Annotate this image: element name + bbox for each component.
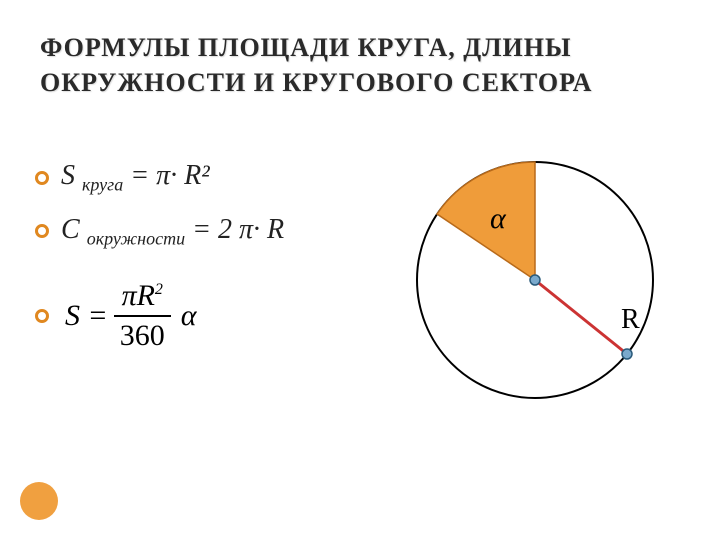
formula-eq: = π· R² <box>130 160 209 191</box>
formula-area-circle: S круга = π· R² <box>35 160 284 196</box>
formula-var: C <box>61 214 80 245</box>
formula-sector-area: S = πR2 360 α <box>35 279 284 353</box>
formula-subscript: круга <box>82 175 123 195</box>
formula-text: S круга = π· R² <box>61 160 210 196</box>
title-line-2: ОКРУЖНОСТИ И КРУГОВОГО СЕКТОРА <box>40 68 592 97</box>
formula-subscript: окружности <box>87 228 185 248</box>
formula-text: S = πR2 360 α <box>65 279 197 353</box>
ring-bullet-icon <box>35 309 49 323</box>
ring-bullet-icon <box>35 171 49 185</box>
alpha-label: α <box>490 202 507 235</box>
formula-circumference: C окружности = 2 π· R <box>35 214 284 250</box>
diagram-svg: α R <box>405 150 665 450</box>
fraction-denominator: 360 <box>114 317 171 353</box>
fraction: πR2 360 <box>114 279 171 353</box>
formula-var: S <box>61 160 75 191</box>
formula-tail: α <box>181 299 197 333</box>
fraction-numerator: πR2 <box>116 279 169 315</box>
formula-list: S круга = π· R² C окружности = 2 π· R S … <box>35 160 284 353</box>
title-line-1: ФОРМУЛЫ ПЛОЩАДИ КРУГА, ДЛИНЫ <box>40 33 572 62</box>
slide-title: ФОРМУЛЫ ПЛОЩАДИ КРУГА, ДЛИНЫ ОКРУЖНОСТИ … <box>40 30 680 100</box>
center-dot <box>530 275 540 285</box>
formula-text: C окружности = 2 π· R <box>61 214 284 250</box>
ring-bullet-icon <box>35 224 49 238</box>
formula-eq: = 2 π· R <box>192 214 284 245</box>
circle-sector-diagram: α R <box>405 150 665 450</box>
radius-label: R <box>621 304 640 335</box>
radius-end-dot <box>622 349 632 359</box>
corner-dot-decoration <box>20 482 58 520</box>
formula-lhs: S = <box>65 299 108 333</box>
